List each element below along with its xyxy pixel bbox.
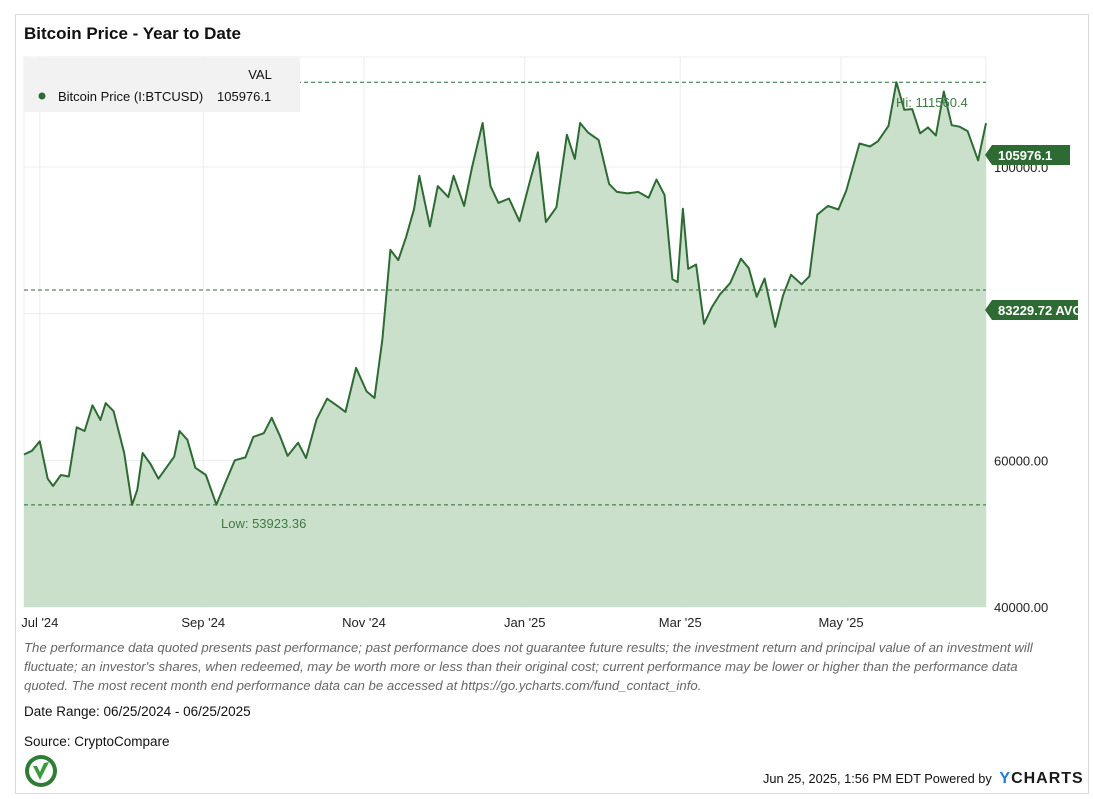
y-tick-label: 60000.00 xyxy=(994,453,1048,468)
ycharts-brand-y: Y xyxy=(999,770,1012,787)
legend-marker xyxy=(38,92,46,100)
x-tick-label: Nov '24 xyxy=(342,615,386,630)
series-line xyxy=(23,81,987,506)
legend-box: VAL Bitcoin Price (I:BTCUSD) 105976.1 xyxy=(24,58,300,112)
x-tick-label: Sep '24 xyxy=(181,615,225,630)
footer-timestamp: Jun 25, 2025, 1:56 PM EDT Powered by xyxy=(763,771,992,786)
average-value-text: 83229.72 AVG xyxy=(998,303,1083,318)
legend-series-value: 105976.1 xyxy=(217,89,271,104)
chart-title: Bitcoin Price - Year to Date xyxy=(24,24,241,43)
x-tick-label: Jan '25 xyxy=(504,615,546,630)
date-range: Date Range: 06/25/2024 - 06/25/2025 xyxy=(24,704,251,719)
x-tick-label: Mar '25 xyxy=(659,615,702,630)
ycharts-brand-rest: CHARTS xyxy=(1011,770,1084,787)
high-label: Hi: 111560.4 xyxy=(896,95,968,110)
series-area xyxy=(24,82,986,607)
ycharts-brand[interactable]: YCHARTS xyxy=(999,770,1083,787)
y-tick-label: 40000.00 xyxy=(994,600,1048,615)
low-label: Low: 53923.36 xyxy=(221,516,306,531)
last-value-badge: 105976.1 xyxy=(985,145,1070,165)
average-badge: 83229.72 AVG xyxy=(985,300,1083,320)
line-layer xyxy=(23,81,987,506)
footer: Jun 25, 2025, 1:56 PM EDT Powered by YCH… xyxy=(763,770,1084,788)
chart-frame xyxy=(15,14,1089,794)
last-value-text: 105976.1 xyxy=(998,148,1052,163)
legend-header: VAL xyxy=(248,67,272,82)
x-tick-label: May '25 xyxy=(818,615,863,630)
legend-series-label: Bitcoin Price (I:BTCUSD) xyxy=(58,89,203,104)
ycharts-logo-icon xyxy=(25,755,57,787)
source-label: Source: CryptoCompare xyxy=(24,734,170,749)
disclaimer-text: The performance data quoted presents pas… xyxy=(24,640,1033,693)
reference-lines xyxy=(24,81,986,506)
x-tick-label: Jul '24 xyxy=(21,615,58,630)
area-layer xyxy=(24,82,986,607)
